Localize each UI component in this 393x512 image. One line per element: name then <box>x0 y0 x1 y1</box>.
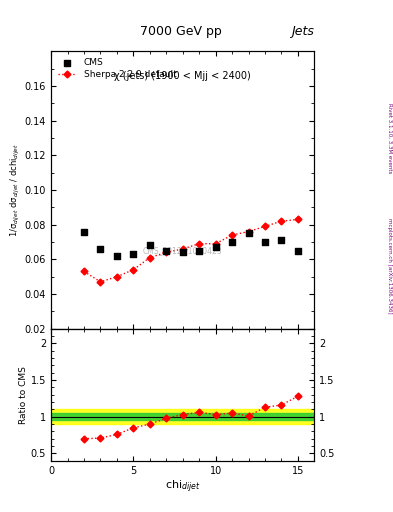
Sherpa 2.2.9 default <box>279 218 284 224</box>
Text: 7000 GeV pp: 7000 GeV pp <box>140 26 222 38</box>
Text: Rivet 3.1.10, 3.3M events: Rivet 3.1.10, 3.3M events <box>387 103 392 174</box>
CMS <box>229 238 235 246</box>
Sherpa 2.2.9 default <box>180 246 185 252</box>
Y-axis label: 1/σ$_{dijet}$ dσ$_{dijet}$ / dchi$_{dijet}$: 1/σ$_{dijet}$ dσ$_{dijet}$ / dchi$_{dije… <box>9 143 22 237</box>
Line: Sherpa 2.2.9 default: Sherpa 2.2.9 default <box>82 217 300 284</box>
Text: CMS_2012_I1090423: CMS_2012_I1090423 <box>143 246 222 255</box>
Sherpa 2.2.9 default <box>296 217 300 223</box>
Text: χ (jets) (1900 < Mjj < 2400): χ (jets) (1900 < Mjj < 2400) <box>114 71 251 80</box>
Sherpa 2.2.9 default <box>98 279 103 285</box>
Sherpa 2.2.9 default <box>246 228 251 234</box>
CMS <box>246 229 252 238</box>
Text: mcplots.cern.ch [arXiv:1306.3436]: mcplots.cern.ch [arXiv:1306.3436] <box>387 219 392 314</box>
Legend: CMS, Sherpa 2.2.9 default: CMS, Sherpa 2.2.9 default <box>55 56 179 82</box>
CMS <box>262 238 268 246</box>
Sherpa 2.2.9 default <box>164 249 169 255</box>
CMS <box>81 227 87 236</box>
CMS <box>278 236 285 244</box>
Sherpa 2.2.9 default <box>197 241 202 247</box>
Text: Jets: Jets <box>292 26 314 38</box>
CMS <box>130 250 136 258</box>
Sherpa 2.2.9 default <box>230 232 235 238</box>
Y-axis label: Ratio to CMS: Ratio to CMS <box>19 366 28 423</box>
CMS <box>196 247 202 255</box>
Sherpa 2.2.9 default <box>213 241 218 247</box>
Bar <box>51 410 314 424</box>
Sherpa 2.2.9 default <box>147 254 152 261</box>
CMS <box>180 248 186 257</box>
CMS <box>213 243 219 251</box>
CMS <box>163 247 169 255</box>
Sherpa 2.2.9 default <box>263 223 267 229</box>
Sherpa 2.2.9 default <box>131 267 136 273</box>
CMS <box>295 247 301 255</box>
Bar <box>51 413 314 420</box>
Sherpa 2.2.9 default <box>115 273 119 280</box>
CMS <box>97 245 104 253</box>
Sherpa 2.2.9 default <box>82 268 86 274</box>
X-axis label: chi$_{dijet}$: chi$_{dijet}$ <box>165 478 200 495</box>
CMS <box>147 241 153 249</box>
CMS <box>114 252 120 260</box>
